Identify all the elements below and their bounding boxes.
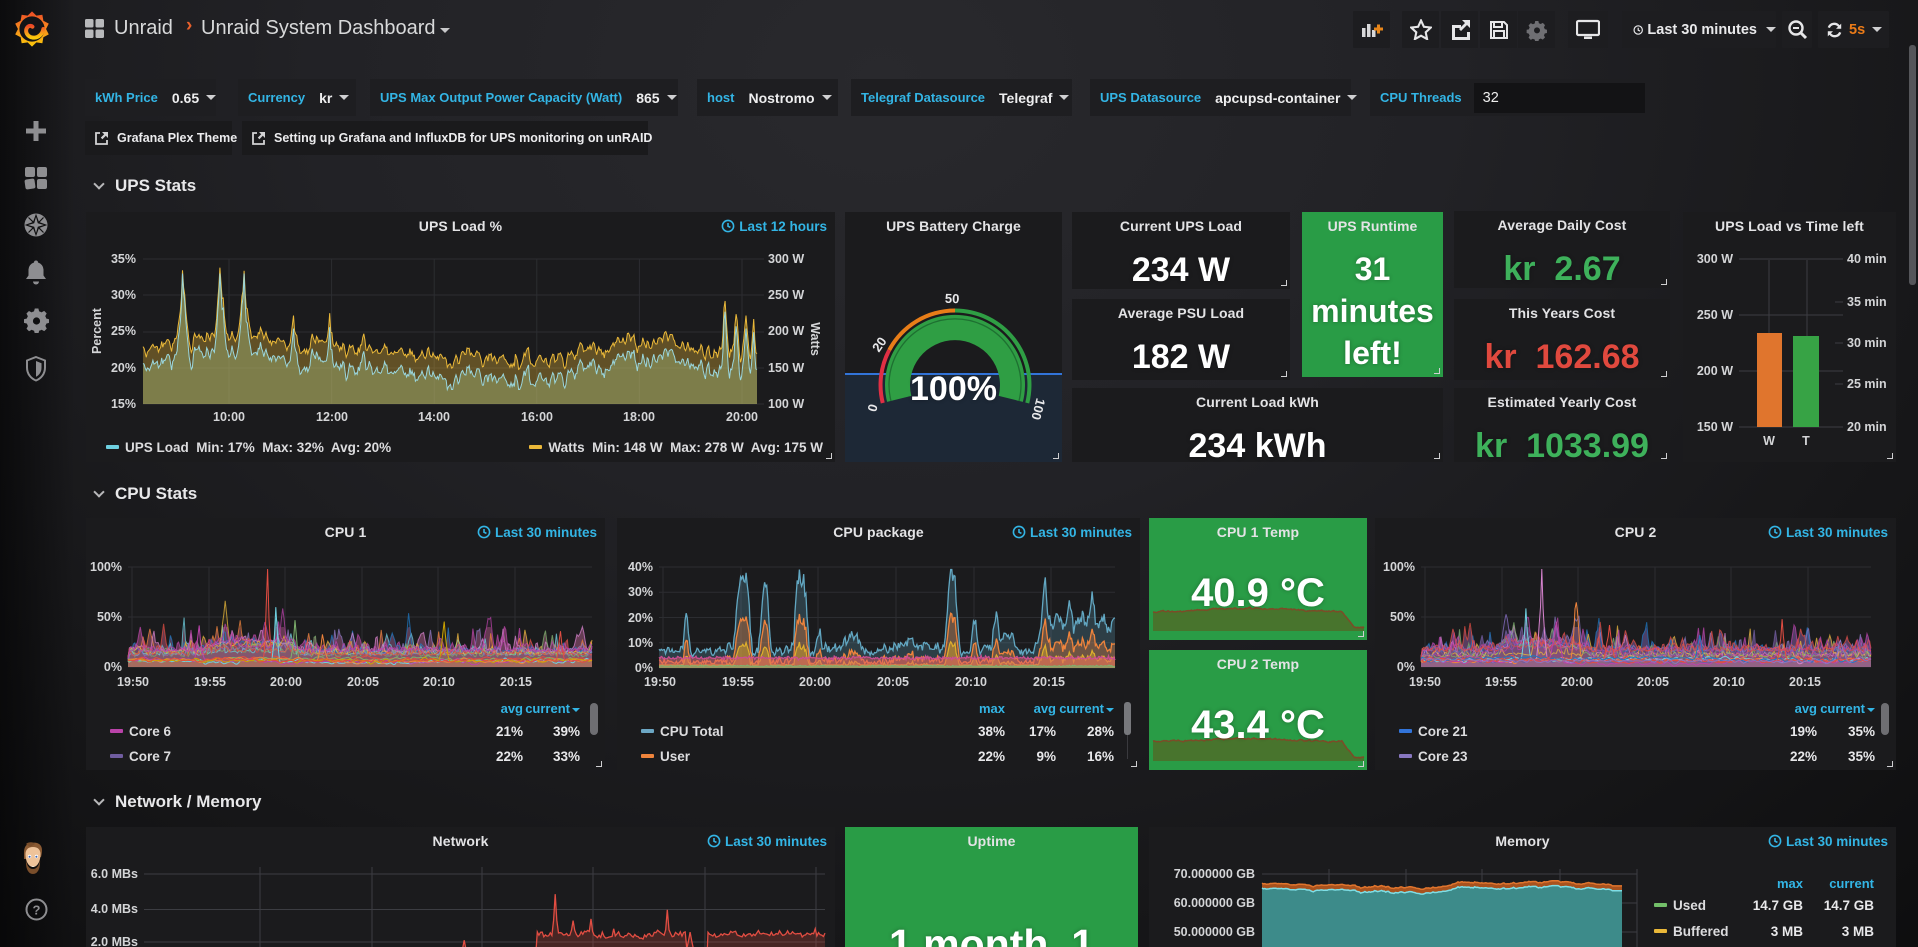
svg-text:50: 50	[945, 291, 960, 306]
svg-text:20: 20	[869, 334, 890, 354]
svg-text:?: ?	[33, 903, 41, 918]
svg-text:0: 0	[864, 402, 880, 413]
svg-text:100: 100	[1028, 397, 1048, 422]
